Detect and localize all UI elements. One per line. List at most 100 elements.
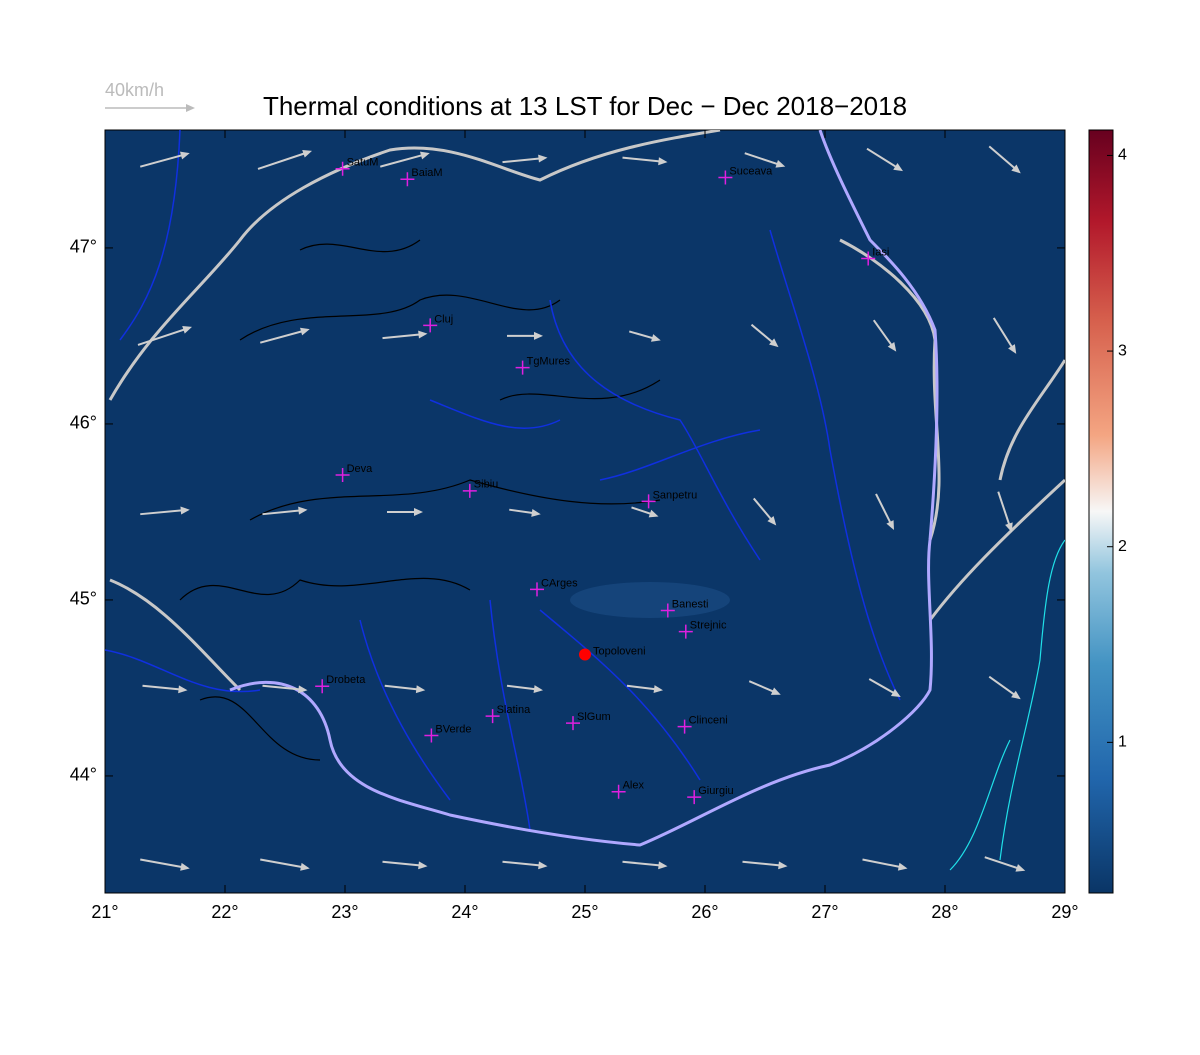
arrow-shaft: [622, 860, 663, 867]
arrow-shaft: [137, 327, 188, 346]
wind-arrow: [262, 506, 308, 516]
arrow-shaft: [502, 860, 543, 867]
arrow-head: [298, 685, 308, 694]
wind-arrow: [382, 860, 428, 870]
wind-arrow: [742, 860, 788, 870]
arrow-shaft: [259, 329, 305, 344]
arrow-shaft: [379, 153, 425, 168]
arrow-shaft: [997, 491, 1011, 528]
arrow-shaft: [622, 156, 663, 163]
arrow-shaft: [862, 858, 903, 869]
city-marker: [315, 679, 330, 694]
city-label: Alex: [623, 780, 645, 792]
arrow-head: [1008, 344, 1017, 354]
wind-arrow: [379, 151, 430, 168]
colorbar: [1088, 129, 1114, 894]
city-marker: [566, 716, 580, 731]
arrow-shaft: [142, 684, 183, 691]
arrow-head: [650, 334, 661, 342]
rivers: [105, 130, 901, 831]
x-tick-label: 29°: [1051, 902, 1078, 922]
wind-scale-arrow: [105, 104, 195, 112]
arrow-shaft: [984, 856, 1021, 870]
arrow-shaft: [257, 151, 308, 170]
wind-arrow: [387, 507, 423, 516]
arrow-head: [300, 327, 310, 336]
arrow-shaft: [868, 678, 897, 696]
x-tick-label: 22°: [211, 902, 238, 922]
colorbar-tick-label: 1: [1118, 734, 1127, 751]
arrow-head: [653, 685, 663, 694]
wind-arrow: [622, 156, 668, 166]
wind-arrow: [382, 330, 428, 340]
arrow-head: [186, 104, 195, 112]
wind-arrow: [875, 493, 894, 530]
arrow-shaft: [260, 858, 305, 869]
wind-arrow: [142, 684, 188, 694]
city-label: Giurgiu: [698, 785, 733, 797]
arrow-head: [180, 506, 190, 515]
arrow-shaft: [748, 680, 777, 694]
x-tick-label: 28°: [931, 902, 958, 922]
y-tick-label: 47°: [70, 237, 97, 257]
arrow-head: [658, 861, 668, 870]
arrow-shaft: [628, 330, 656, 340]
wind-arrow: [988, 145, 1021, 174]
arrow-shaft: [988, 675, 1017, 697]
wind-scale-label: 40km/h: [105, 80, 164, 100]
arrow-head: [648, 509, 659, 518]
wind-arrow: [626, 684, 663, 694]
y-tick-label: 45°: [70, 589, 97, 609]
warm-patch: [570, 582, 730, 618]
city-label: BaiaM: [411, 167, 442, 179]
wind-arrow: [262, 684, 308, 694]
city-label: SlGum: [577, 711, 611, 723]
city-label: Cluj: [434, 313, 453, 325]
arrow-head: [415, 685, 426, 694]
wind-arrow: [992, 317, 1017, 354]
city-label: SatuM: [347, 157, 379, 169]
wind-arrow: [997, 491, 1013, 533]
city-marker: [861, 251, 876, 266]
city-marker: [335, 161, 350, 176]
city-label: Strejnic: [690, 620, 727, 632]
arrow-head: [770, 687, 781, 695]
wind-arrow: [509, 508, 541, 517]
city-marker: [641, 494, 656, 509]
wind-arrow: [744, 152, 786, 168]
x-tick-label: 24°: [451, 902, 478, 922]
arrow-shaft: [988, 145, 1018, 171]
arrow-shaft: [992, 317, 1015, 350]
arrow-shaft: [139, 153, 185, 168]
wind-arrow: [862, 858, 908, 871]
arrow-head: [538, 154, 548, 163]
x-tick-label: 25°: [571, 902, 598, 922]
arrow-shaft: [875, 493, 893, 526]
wind-arrow: [384, 684, 426, 694]
arrow-head: [658, 157, 668, 166]
city-marker: [678, 624, 693, 639]
wind-arrow: [257, 149, 312, 170]
y-tick-label: 46°: [70, 413, 97, 433]
arrow-shaft: [750, 323, 775, 345]
arrow-head: [533, 685, 543, 694]
arrow-head: [418, 861, 428, 870]
city-label: Iasi: [872, 246, 889, 258]
wind-arrow: [506, 684, 543, 694]
arrow-head: [1015, 864, 1026, 872]
arrow-head: [769, 338, 779, 348]
arrow-shaft: [631, 506, 654, 516]
map-features: [105, 130, 1065, 871]
city-label: TgMures: [527, 356, 571, 368]
wind-arrow: [631, 506, 659, 518]
arrow-shaft: [744, 152, 781, 166]
arrow-head: [182, 325, 192, 334]
arrow-shaft: [506, 684, 538, 691]
arrow-head: [886, 520, 894, 530]
arrow-head: [1011, 164, 1021, 174]
arrow-head: [302, 149, 312, 158]
city-marker: [423, 318, 438, 333]
arrow-head: [890, 689, 901, 697]
wind-arrow: [502, 154, 548, 164]
